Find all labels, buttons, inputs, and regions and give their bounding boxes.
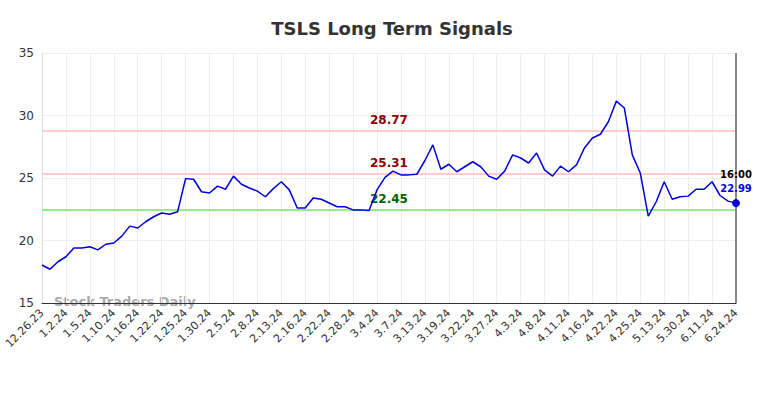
- svg-text:3.13.24: 3.13.24: [390, 306, 430, 346]
- svg-text:5.13.24: 5.13.24: [630, 306, 669, 346]
- svg-text:1.5.24: 1.5.24: [60, 306, 95, 341]
- svg-text:1.22.24: 1.22.24: [127, 306, 167, 346]
- svg-text:1.10.24: 1.10.24: [79, 306, 119, 346]
- svg-text:6.24.24: 6.24.24: [702, 306, 741, 345]
- svg-text:2.5.24: 2.5.24: [204, 306, 238, 341]
- svg-text:1.30.24: 1.30.24: [175, 306, 215, 346]
- svg-text:TSLS Long Term Signals: TSLS Long Term Signals: [271, 18, 513, 39]
- svg-text:25: 25: [19, 171, 34, 185]
- svg-text:22.99: 22.99: [720, 183, 752, 194]
- svg-text:25.31: 25.31: [370, 156, 408, 170]
- svg-text:2.13.24: 2.13.24: [247, 306, 286, 346]
- svg-text:2.8.24: 2.8.24: [228, 306, 262, 341]
- svg-text:5.30.24: 5.30.24: [653, 306, 693, 346]
- svg-text:16:00: 16:00: [720, 169, 752, 180]
- svg-text:4.16.24: 4.16.24: [558, 306, 597, 346]
- svg-text:28.77: 28.77: [370, 113, 408, 127]
- svg-text:35: 35: [19, 46, 34, 60]
- svg-text:Stock Traders Daily: Stock Traders Daily: [54, 294, 196, 309]
- svg-text:3.7.24: 3.7.24: [371, 306, 406, 341]
- svg-text:3.27.24: 3.27.24: [462, 306, 502, 346]
- svg-text:4.3.24: 4.3.24: [491, 306, 526, 341]
- svg-text:6.11.24: 6.11.24: [677, 306, 717, 346]
- svg-text:3.4.24: 3.4.24: [347, 306, 382, 341]
- svg-text:4.25.24: 4.25.24: [606, 306, 645, 346]
- svg-text:2.22.24: 2.22.24: [294, 306, 334, 346]
- svg-text:15: 15: [19, 296, 34, 310]
- svg-text:30: 30: [19, 109, 34, 123]
- svg-text:20: 20: [19, 234, 34, 248]
- svg-text:12.26.23: 12.26.23: [2, 306, 47, 351]
- svg-text:2.16.24: 2.16.24: [271, 306, 310, 346]
- svg-text:1.25.24: 1.25.24: [151, 306, 191, 346]
- svg-text:3.22.24: 3.22.24: [438, 306, 478, 346]
- svg-text:4.22.24: 4.22.24: [582, 306, 621, 346]
- svg-text:1.16.24: 1.16.24: [103, 306, 143, 346]
- svg-text:1.2.24: 1.2.24: [36, 306, 71, 341]
- svg-text:4.11.24: 4.11.24: [534, 306, 574, 346]
- svg-text:22.45: 22.45: [370, 191, 408, 206]
- svg-text:4.8.24: 4.8.24: [515, 306, 550, 341]
- svg-text:3.19.24: 3.19.24: [414, 306, 454, 346]
- svg-text:2.28.24: 2.28.24: [318, 306, 358, 346]
